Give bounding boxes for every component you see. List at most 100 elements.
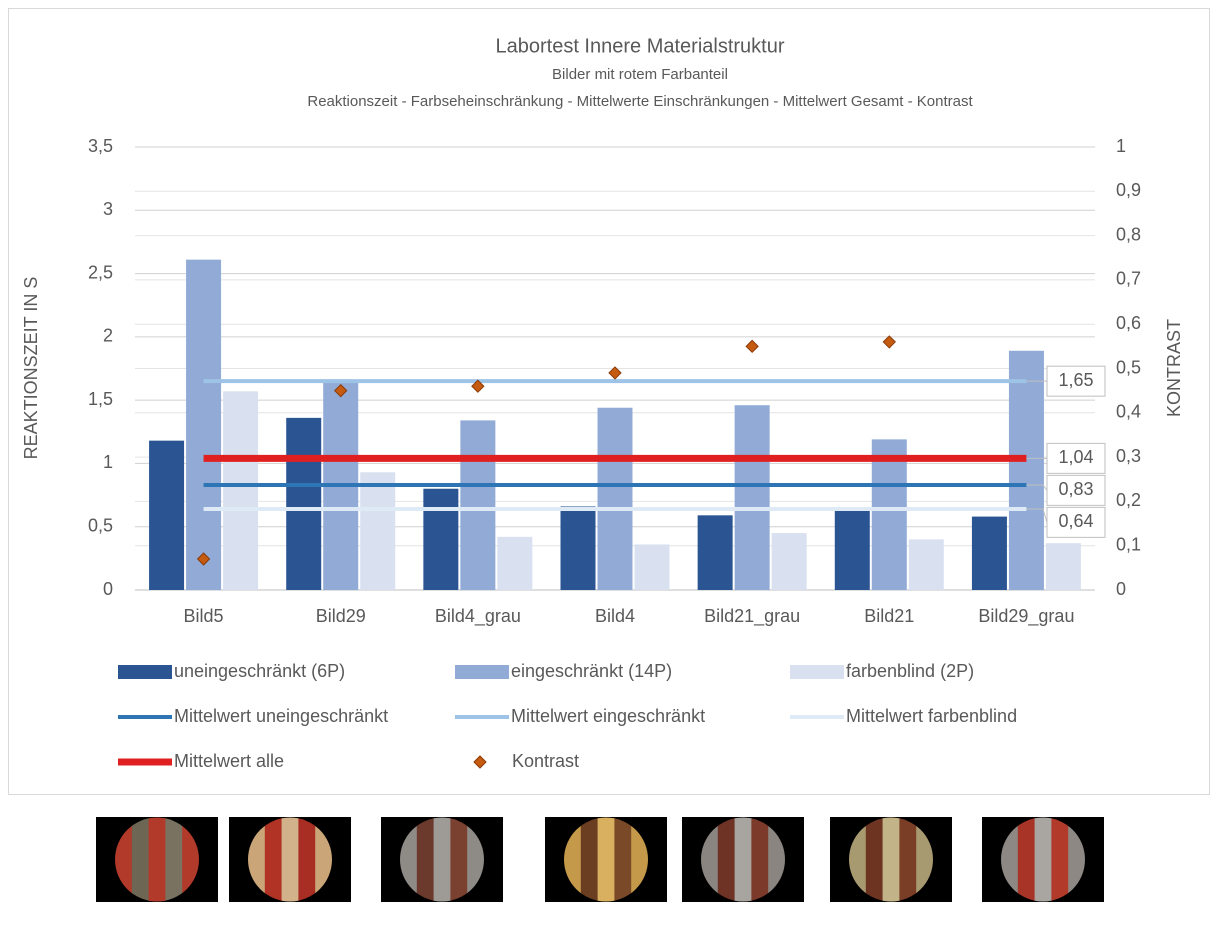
callout-line xyxy=(1026,508,1048,523)
y2-tick-label: 0,1 xyxy=(1116,534,1141,554)
stripe xyxy=(416,817,435,902)
legend-label: uneingeschränkt (6P) xyxy=(174,661,345,681)
bar xyxy=(149,440,185,590)
x-tick-label: Bild29 xyxy=(316,606,366,626)
y-tick-label: 2 xyxy=(103,326,113,346)
y2-tick-label: 0,9 xyxy=(1116,180,1141,200)
y2-tick-label: 0,4 xyxy=(1116,402,1141,422)
legend-label: Kontrast xyxy=(512,751,579,771)
x-tick-label: Bild21_grau xyxy=(704,606,800,627)
stripe xyxy=(597,817,615,902)
bar xyxy=(1045,543,1081,590)
stripe xyxy=(281,817,299,902)
callout-line xyxy=(1026,484,1048,491)
bar xyxy=(223,391,259,590)
legend-label: Mittelwert uneingeschränkt xyxy=(174,706,388,726)
marker xyxy=(608,366,622,380)
data-label: 0,64 xyxy=(1058,511,1093,531)
legend-swatch xyxy=(455,665,509,679)
legend-label: eingeschränkt (14P) xyxy=(511,661,672,681)
stripe xyxy=(882,817,900,902)
bar xyxy=(771,533,807,590)
stripe xyxy=(165,817,183,902)
bar xyxy=(460,420,496,590)
y2-tick-label: 0,6 xyxy=(1116,313,1141,333)
marker xyxy=(745,339,759,354)
bar xyxy=(423,488,459,590)
legend-swatch xyxy=(473,755,487,769)
stripe xyxy=(717,817,736,902)
marker xyxy=(882,335,896,349)
data-label-box xyxy=(1046,365,1106,397)
legend-swatch xyxy=(118,665,172,679)
stripe xyxy=(751,817,769,902)
stripe xyxy=(734,817,752,902)
chart-subtitle: Reaktionszeit - Farbseheinschränkung - M… xyxy=(307,93,973,110)
x-tick-label: Bild21 xyxy=(864,606,914,626)
y2-tick-label: 0,2 xyxy=(1116,490,1141,510)
bar xyxy=(1008,350,1044,590)
y2-axis-title: KONTRAST xyxy=(1164,319,1184,417)
thumbnail xyxy=(96,817,218,902)
bar xyxy=(597,407,633,590)
marker xyxy=(334,383,348,398)
x-tick-label: Bild29_grau xyxy=(978,606,1074,627)
y2-tick-label: 1 xyxy=(1116,136,1126,156)
y2-tick-label: 0,3 xyxy=(1116,446,1141,466)
stripe xyxy=(1017,817,1036,902)
bar xyxy=(360,472,396,590)
data-label: 1,04 xyxy=(1058,447,1093,467)
marker xyxy=(471,379,485,393)
stripe xyxy=(865,817,884,902)
bar xyxy=(560,506,596,590)
legend-label: Mittelwert eingeschränkt xyxy=(511,706,705,726)
data-label: 1,65 xyxy=(1058,370,1093,390)
y-axis-title: REAKTIONSZEIT IN S xyxy=(21,277,41,460)
bar xyxy=(971,516,1007,590)
bar xyxy=(286,417,322,590)
data-label-box xyxy=(1046,442,1106,474)
y-tick-label: 0,5 xyxy=(88,515,113,535)
bar xyxy=(734,405,770,590)
bar xyxy=(834,510,870,590)
stripe xyxy=(580,817,599,902)
stripe xyxy=(131,817,150,902)
stripe xyxy=(614,817,632,902)
y2-tick-label: 0 xyxy=(1116,579,1126,599)
data-label-box xyxy=(1046,506,1106,538)
thumbnail xyxy=(381,817,503,902)
bar xyxy=(697,515,733,590)
y-tick-label: 3 xyxy=(103,199,113,219)
thumbnail xyxy=(830,817,952,902)
stripe xyxy=(433,817,451,902)
x-tick-label: Bild4_grau xyxy=(435,606,521,627)
y-tick-label: 2,5 xyxy=(88,262,113,282)
thumbnail xyxy=(545,817,667,902)
data-label: 0,83 xyxy=(1058,479,1093,499)
legend-label: Mittelwert farbenblind xyxy=(846,706,1017,726)
thumbnail xyxy=(682,817,804,902)
stripe xyxy=(450,817,468,902)
x-tick-label: Bild4 xyxy=(595,606,635,626)
y-tick-label: 3,5 xyxy=(88,136,113,156)
y2-tick-label: 0,8 xyxy=(1116,224,1141,244)
stripe xyxy=(264,817,283,902)
bar xyxy=(186,259,222,590)
stripe xyxy=(1051,817,1069,902)
bar xyxy=(908,539,944,590)
bar xyxy=(634,544,670,590)
x-tick-label: Bild5 xyxy=(184,606,224,626)
data-label-box xyxy=(1046,474,1106,506)
thumbnail xyxy=(229,817,351,902)
bar xyxy=(497,536,533,590)
thumbnail xyxy=(982,817,1104,902)
legend-label: farbenblind (2P) xyxy=(846,661,974,681)
y-tick-label: 1,5 xyxy=(88,389,113,409)
bar xyxy=(871,439,907,590)
chart-subtitle: Bilder mit rotem Farbanteil xyxy=(552,66,728,83)
marker xyxy=(196,552,211,566)
stripe xyxy=(1034,817,1052,902)
stripe xyxy=(148,817,166,902)
stripe xyxy=(899,817,917,902)
